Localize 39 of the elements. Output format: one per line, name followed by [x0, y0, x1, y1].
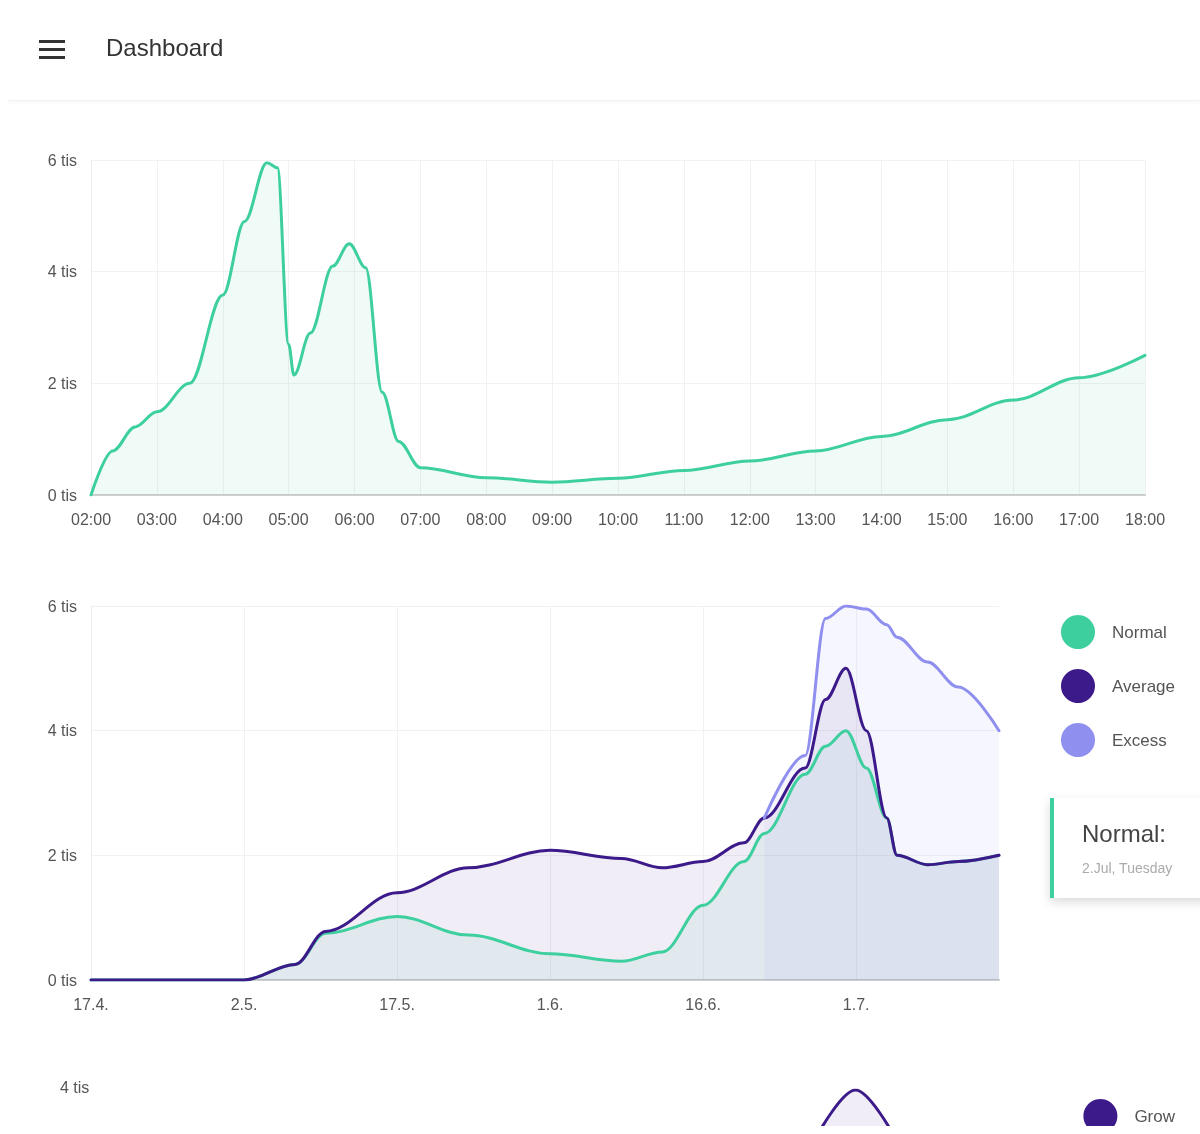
- x-tick-label: 10:00: [597, 510, 639, 528]
- legend-label: Average: [1111, 676, 1175, 696]
- x-tick-label: 14:00: [861, 510, 902, 528]
- x-tick-label: 17.5.: [379, 995, 415, 1013]
- x-tick-label: 02:00: [70, 510, 112, 528]
- x-tick-label: 05:00: [268, 510, 309, 528]
- legend-label: Excess: [1111, 730, 1167, 750]
- x-tick-label: 16:00: [993, 510, 1034, 528]
- chart-title: Dashboard: [106, 34, 224, 62]
- x-tick-label: 18:00: [1124, 510, 1166, 528]
- x-tick-label: 15:00: [927, 510, 968, 528]
- x-tick-label: 11:00: [664, 510, 704, 528]
- x-tick-label: 06:00: [334, 510, 375, 528]
- x-tick-label: 17:00: [1059, 510, 1100, 528]
- y-tick-label: 6 tis: [47, 151, 77, 169]
- x-tick-label: 09:00: [532, 510, 573, 528]
- x-tick-label: 2.5.: [230, 995, 258, 1013]
- y-tick-label: 4 tis: [47, 722, 77, 740]
- text: Normal:: [1082, 820, 1167, 848]
- x-tick-label: 16.6.: [685, 995, 721, 1013]
- y-tick-label: 0 tis: [47, 971, 77, 989]
- y-tick-label: 2 tis: [47, 846, 77, 864]
- x-tick-label: 13:00: [795, 510, 836, 528]
- x-tick-label: 1.7.: [842, 995, 870, 1013]
- text: 2.Jul, Tuesday: [1082, 860, 1174, 876]
- text: 4 tis: [60, 1079, 90, 1096]
- x-tick-label: 04:00: [202, 510, 243, 528]
- legend-label: Normal: [1111, 622, 1167, 642]
- legend-label: Grow: [1134, 1106, 1176, 1126]
- y-tick-label: 2 tis: [47, 374, 77, 392]
- x-tick-label: 1.6.: [536, 995, 564, 1013]
- x-tick-label: 12:00: [729, 510, 770, 528]
- y-tick-label: 4 tis: [47, 263, 77, 281]
- x-tick-label: 03:00: [136, 510, 177, 528]
- y-tick-label: 6 tis: [47, 597, 77, 615]
- x-tick-label: 07:00: [400, 510, 441, 528]
- x-tick-label: 17.4.: [73, 995, 109, 1013]
- x-tick-label: 08:00: [466, 510, 507, 528]
- y-tick-label: 0 tis: [47, 486, 77, 504]
